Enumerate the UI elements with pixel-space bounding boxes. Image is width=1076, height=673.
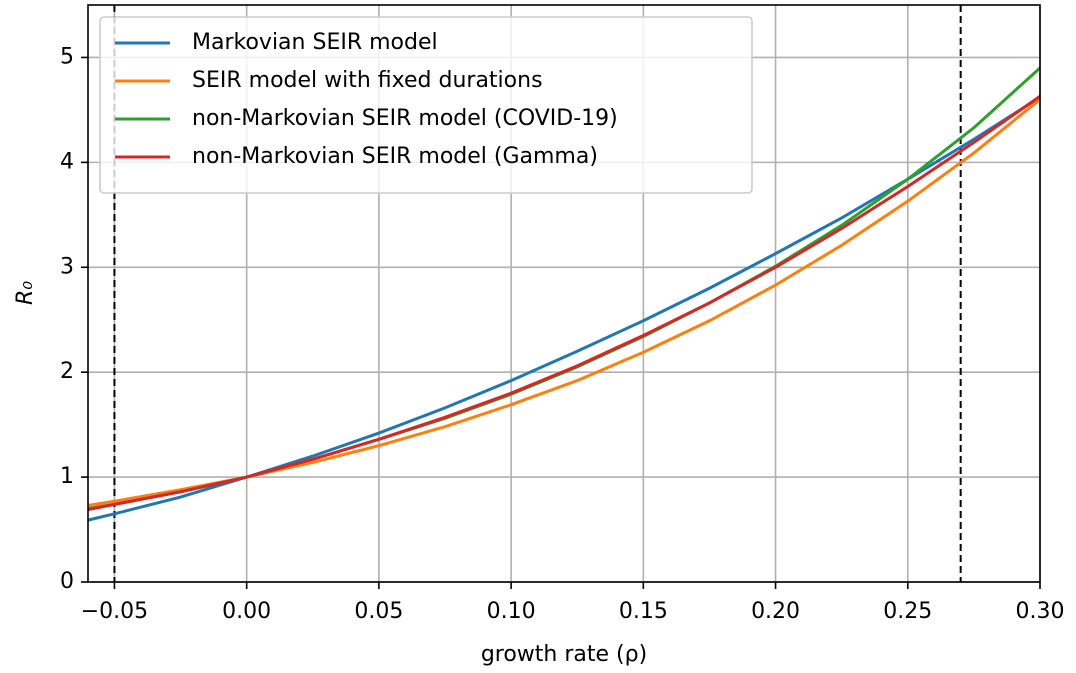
legend-label: Markovian SEIR model	[192, 30, 438, 55]
y-tick-label: 3	[60, 254, 74, 279]
x-tick-label: 0.25	[883, 599, 932, 624]
plot-frame	[87, 4, 1041, 583]
y-tick-label: 2	[60, 359, 74, 384]
y-tick-label: 1	[60, 464, 74, 489]
y-tick-label: 4	[60, 149, 74, 174]
y-axis-label: R₀	[13, 281, 38, 305]
x-tick-label: 0.20	[751, 599, 800, 624]
x-axis-label: growth rate (ρ)	[481, 642, 647, 667]
line	[88, 96, 1040, 522]
legend-box	[99, 16, 753, 194]
legend-label: non-Markovian SEIR model (COVID-19)	[192, 106, 618, 131]
x-tick-label: 0.05	[354, 599, 403, 624]
x-tick-label: 0.00	[222, 599, 271, 624]
line	[88, 95, 1040, 512]
legend-label: non-Markovian SEIR model (Gamma)	[192, 144, 598, 169]
y-tick-label: 5	[60, 44, 74, 69]
legend-label: SEIR model with fixed durations	[192, 68, 543, 93]
x-tick-label: 0.30	[1016, 599, 1065, 624]
x-tick-label: 0.10	[487, 599, 536, 624]
y-tick-label: 0	[60, 569, 74, 594]
x-tick-label: −0.05	[81, 599, 148, 624]
x-tick-label: 0.15	[619, 599, 668, 624]
legend: Markovian SEIR model SEIR model with fixe…	[99, 16, 753, 194]
